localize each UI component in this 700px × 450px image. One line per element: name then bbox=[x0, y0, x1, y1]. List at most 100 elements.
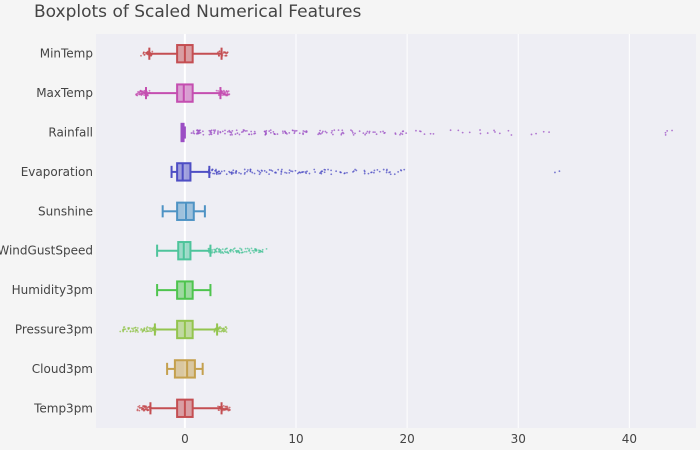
outlier-point bbox=[219, 252, 222, 254]
outlier-point bbox=[261, 248, 264, 251]
outlier-point bbox=[479, 132, 482, 135]
y-tick-label: Temp3pm bbox=[33, 401, 93, 415]
y-tick-label: Evaporation bbox=[21, 165, 93, 179]
y-tick-label: WindGustSpeed bbox=[0, 244, 93, 258]
outlier-point bbox=[210, 133, 213, 136]
outlier-point bbox=[355, 169, 358, 172]
outlier-point bbox=[239, 247, 241, 250]
outlier-point bbox=[382, 130, 384, 133]
outlier-point bbox=[251, 171, 254, 174]
outlier-point bbox=[382, 168, 385, 171]
outlier-point bbox=[222, 94, 224, 97]
outlier-point bbox=[354, 168, 357, 171]
outlier-point bbox=[362, 132, 365, 135]
outlier-point bbox=[281, 130, 284, 133]
outlier-point bbox=[378, 170, 381, 173]
outlier-point bbox=[224, 248, 227, 251]
outlier-point bbox=[249, 168, 252, 171]
outlier-point bbox=[222, 252, 225, 255]
outlier-point bbox=[246, 170, 248, 173]
outlier-point bbox=[250, 247, 253, 250]
outlier-point bbox=[149, 330, 152, 332]
outlier-point bbox=[238, 252, 241, 254]
outlier-point bbox=[530, 133, 533, 136]
outlier-point bbox=[373, 169, 376, 172]
outlier-point bbox=[280, 173, 283, 175]
x-tick-label: 20 bbox=[399, 432, 414, 446]
outlier-point bbox=[258, 249, 260, 252]
outlier-point bbox=[330, 173, 333, 176]
outlier-point bbox=[222, 89, 225, 92]
outlier-point bbox=[280, 170, 283, 173]
outlier-point bbox=[258, 170, 261, 173]
outlier-point bbox=[224, 405, 227, 408]
outlier-point bbox=[141, 91, 144, 94]
outlier-point bbox=[211, 168, 214, 171]
outlier-point bbox=[236, 250, 238, 253]
y-tick-label: MinTemp bbox=[40, 47, 93, 61]
y-tick-label: MaxTemp bbox=[36, 86, 93, 100]
outlier-point bbox=[274, 171, 277, 174]
outlier-point bbox=[291, 170, 294, 173]
y-tick-label: Rainfall bbox=[48, 126, 93, 140]
outlier-point bbox=[365, 132, 368, 135]
outlier-point bbox=[143, 53, 146, 56]
outlier-point bbox=[223, 169, 226, 172]
outlier-point bbox=[228, 406, 231, 409]
outlier-point bbox=[221, 130, 224, 133]
outlier-point bbox=[235, 129, 238, 132]
outlier-point bbox=[227, 408, 230, 411]
outlier-point bbox=[132, 330, 135, 332]
outlier-point bbox=[224, 93, 227, 96]
outlier-point bbox=[321, 130, 324, 133]
outlier-point bbox=[223, 408, 225, 411]
outlier-point bbox=[319, 172, 321, 175]
outlier-point bbox=[263, 169, 266, 172]
outlier-point bbox=[213, 130, 216, 133]
outlier-point bbox=[229, 408, 231, 411]
outlier-point bbox=[231, 249, 234, 252]
outlier-point bbox=[419, 130, 422, 133]
outlier-point bbox=[493, 129, 495, 132]
outlier-point bbox=[253, 130, 256, 133]
outlier-point bbox=[257, 251, 260, 254]
outlier-point bbox=[535, 132, 537, 135]
outlier-point bbox=[468, 131, 471, 134]
outlier-point bbox=[242, 129, 245, 131]
outlier-point bbox=[352, 134, 355, 136]
outlier-point bbox=[221, 329, 224, 332]
outlier-point bbox=[231, 171, 233, 174]
outlier-point bbox=[282, 132, 284, 134]
outlier-point bbox=[152, 329, 154, 332]
outlier-point bbox=[244, 130, 247, 132]
outlier-point bbox=[196, 129, 198, 132]
outlier-point bbox=[268, 130, 271, 133]
outlier-point bbox=[141, 330, 144, 333]
outlier-point bbox=[299, 171, 302, 174]
outlier-point bbox=[343, 172, 346, 174]
outlier-point bbox=[218, 170, 221, 173]
outlier-point bbox=[294, 129, 296, 132]
outlier-point bbox=[385, 169, 388, 172]
outlier-point bbox=[217, 94, 220, 97]
outlier-point bbox=[126, 330, 128, 333]
outlier-point bbox=[264, 131, 267, 134]
outlier-point bbox=[218, 50, 221, 53]
outlier-point bbox=[208, 129, 211, 132]
outlier-point bbox=[248, 248, 251, 251]
outlier-point bbox=[217, 130, 219, 133]
outlier-point bbox=[249, 170, 252, 173]
outlier-point bbox=[238, 133, 241, 136]
outlier-point bbox=[254, 132, 257, 135]
outlier-point bbox=[330, 169, 332, 172]
outlier-point bbox=[142, 91, 145, 94]
outlier-point bbox=[258, 173, 261, 176]
outlier-point bbox=[219, 131, 222, 133]
outlier-point bbox=[323, 171, 326, 174]
outlier-point bbox=[122, 329, 125, 332]
outlier-point bbox=[393, 173, 396, 176]
outlier-point bbox=[214, 169, 216, 172]
outlier-point bbox=[129, 330, 132, 333]
outlier-point bbox=[320, 172, 323, 175]
